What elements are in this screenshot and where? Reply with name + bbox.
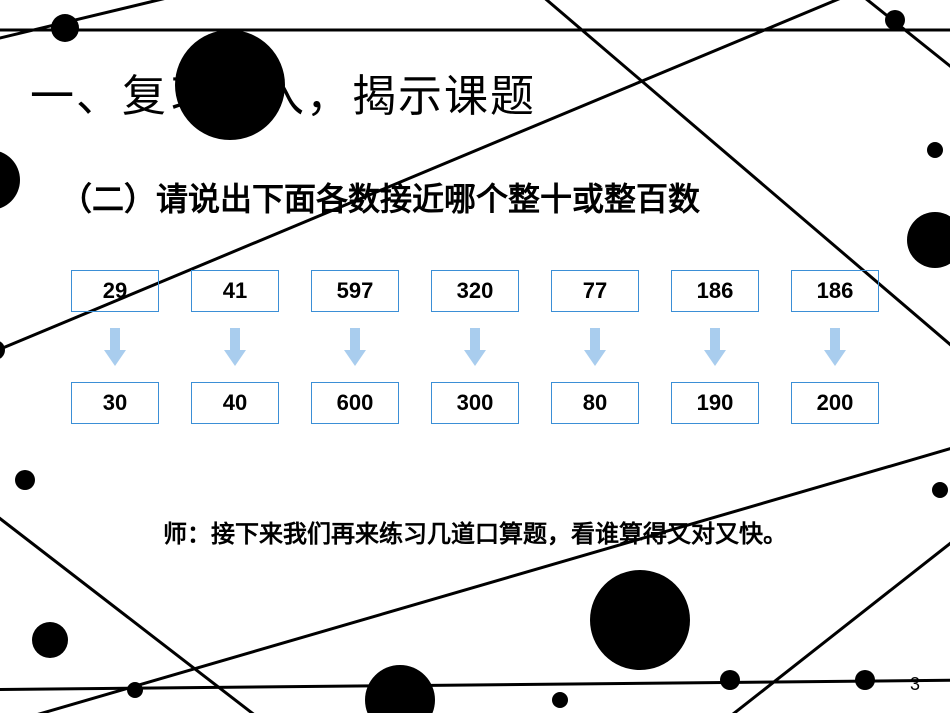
- main-title: 一、复习导入，揭示课题: [30, 60, 900, 124]
- down-arrow-icon: [344, 328, 366, 366]
- number-box: 186: [791, 270, 879, 312]
- down-arrow-icon: [224, 328, 246, 366]
- number-box: 80: [551, 382, 639, 424]
- number-box: 29: [71, 270, 159, 312]
- number-box: 77: [551, 270, 639, 312]
- number-box: 600: [311, 382, 399, 424]
- down-arrow-icon: [824, 328, 846, 366]
- number-box: 186: [671, 270, 759, 312]
- number-box: 40: [191, 382, 279, 424]
- number-box: 597: [311, 270, 399, 312]
- number-box: 41: [191, 270, 279, 312]
- number-box: 200: [791, 382, 879, 424]
- arrow-row: [50, 328, 900, 366]
- number-box: 320: [431, 270, 519, 312]
- down-arrow-icon: [104, 328, 126, 366]
- teacher-note: 师：接下来我们再来练习几道口算题，看谁算得又对又快。: [50, 514, 900, 549]
- output-numbers-row: 30 40 600 300 80 190 200: [50, 382, 900, 424]
- section-subtitle: （二）请说出下面各数接近哪个整十或整百数: [60, 174, 900, 220]
- number-box: 30: [71, 382, 159, 424]
- number-box: 300: [431, 382, 519, 424]
- input-numbers-row: 29 41 597 320 77 186 186: [50, 270, 900, 312]
- number-box: 190: [671, 382, 759, 424]
- down-arrow-icon: [584, 328, 606, 366]
- page-number: 3: [910, 674, 920, 695]
- down-arrow-icon: [464, 328, 486, 366]
- down-arrow-icon: [704, 328, 726, 366]
